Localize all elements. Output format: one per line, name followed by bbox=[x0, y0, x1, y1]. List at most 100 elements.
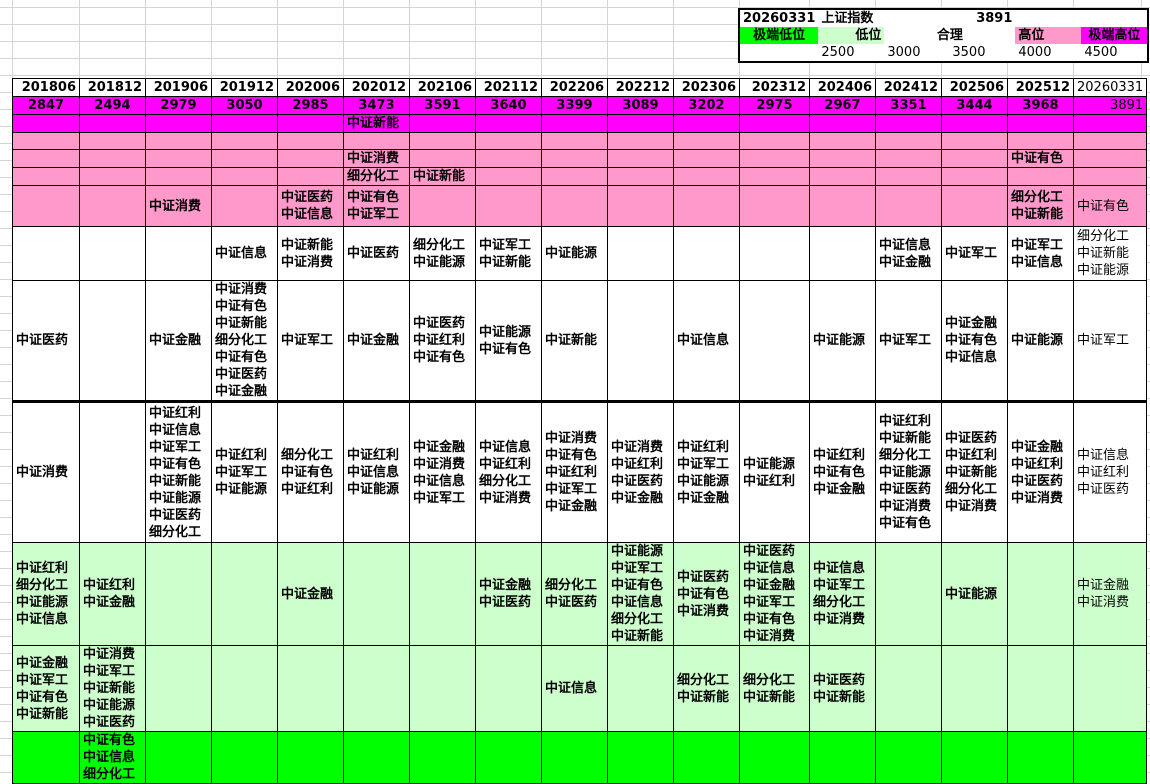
sector-cell[interactable] bbox=[541, 167, 608, 186]
sector-cell[interactable] bbox=[607, 645, 674, 732]
sector-cell[interactable]: 中证能源 bbox=[1007, 280, 1074, 402]
sector-cell[interactable] bbox=[79, 167, 146, 186]
period-header-cell[interactable]: 202506 bbox=[941, 78, 1008, 97]
sector-cell[interactable] bbox=[875, 149, 942, 168]
sector-cell[interactable]: 中证能源 中证军工 中证有色 中证信息 细分化工 中证新能 bbox=[607, 542, 674, 646]
sector-cell[interactable]: 中证金融 bbox=[343, 280, 410, 402]
sector-cell[interactable]: 中证红利 中证军工 中证能源 中证金融 bbox=[673, 400, 740, 543]
sector-cell[interactable] bbox=[211, 114, 278, 133]
sector-cell[interactable]: 中证金融 bbox=[145, 280, 212, 402]
sector-cell[interactable] bbox=[145, 226, 212, 281]
threshold-cell[interactable]: 4000 bbox=[1018, 45, 1052, 60]
sector-cell[interactable] bbox=[941, 132, 1008, 150]
sector-cell[interactable]: 细分化工 中证新能 bbox=[1007, 185, 1074, 227]
sector-cell[interactable] bbox=[12, 167, 80, 186]
sector-cell[interactable] bbox=[409, 149, 476, 168]
sector-cell[interactable]: 中证金融 中证红利 中证医药 中证消费 bbox=[1007, 400, 1074, 543]
sector-cell[interactable] bbox=[1072, 645, 1148, 732]
sector-cell[interactable] bbox=[541, 132, 608, 150]
sector-cell[interactable]: 中证消费 bbox=[12, 400, 80, 543]
sector-cell[interactable]: 中证消费 bbox=[343, 149, 410, 168]
sector-cell[interactable] bbox=[941, 167, 1008, 186]
sector-cell[interactable] bbox=[875, 731, 942, 784]
sector-cell[interactable] bbox=[739, 185, 810, 227]
sector-cell[interactable]: 中证能源 中证有色 bbox=[475, 280, 542, 402]
sector-cell[interactable] bbox=[541, 114, 608, 133]
sector-cell[interactable]: 中证有色 bbox=[1007, 149, 1074, 168]
period-header-cell[interactable]: 202206 bbox=[541, 78, 608, 97]
sector-cell[interactable]: 中证金融 中证有色 中证信息 bbox=[941, 280, 1008, 402]
period-header-cell[interactable]: 202006 bbox=[277, 78, 344, 97]
sector-cell[interactable] bbox=[739, 226, 810, 281]
sector-cell[interactable] bbox=[875, 645, 942, 732]
sector-cell[interactable]: 细分化工 中证能源 bbox=[409, 226, 476, 281]
sector-cell[interactable] bbox=[145, 149, 212, 168]
sector-cell[interactable] bbox=[475, 149, 542, 168]
sector-cell[interactable] bbox=[607, 731, 674, 784]
sector-cell[interactable] bbox=[673, 226, 740, 281]
sector-cell[interactable] bbox=[875, 542, 942, 646]
sector-cell[interactable]: 中证信息 bbox=[211, 226, 278, 281]
index-value-cell[interactable]: 3399 bbox=[541, 96, 608, 115]
sector-cell[interactable] bbox=[79, 280, 146, 402]
index-value-cell[interactable]: 3968 bbox=[1007, 96, 1074, 115]
sector-cell[interactable]: 细分化工 中证新能 bbox=[673, 645, 740, 732]
sector-cell[interactable]: 中证金融 中证医药 bbox=[475, 542, 542, 646]
sector-cell[interactable] bbox=[475, 167, 542, 186]
sector-cell[interactable]: 中证新能 中证消费 bbox=[277, 226, 344, 281]
sector-cell[interactable]: 中证信息 bbox=[673, 280, 740, 402]
sector-cell[interactable]: 细分化工 中证新能 中证能源 bbox=[1072, 226, 1148, 281]
period-header-cell[interactable]: 202106 bbox=[409, 78, 476, 97]
index-value-cell[interactable]: 3351 bbox=[875, 96, 942, 115]
sector-cell[interactable]: 细分化工 中证新能 bbox=[739, 645, 810, 732]
sector-cell[interactable] bbox=[673, 185, 740, 227]
sector-cell[interactable] bbox=[211, 132, 278, 150]
sector-cell[interactable] bbox=[1007, 542, 1074, 646]
sector-cell[interactable]: 中证金融 中证消费 bbox=[1072, 542, 1148, 646]
sector-cell[interactable] bbox=[475, 132, 542, 150]
legend-reasonable[interactable]: 合理 bbox=[936, 28, 963, 43]
sector-cell[interactable] bbox=[607, 132, 674, 150]
sector-cell[interactable] bbox=[941, 185, 1008, 227]
threshold-cell[interactable]: 4500 bbox=[1084, 45, 1118, 60]
sector-cell[interactable] bbox=[277, 132, 344, 150]
legend-high[interactable]: 高位 bbox=[1015, 27, 1082, 44]
sector-cell[interactable] bbox=[145, 114, 212, 133]
summary-date[interactable]: 20260331 bbox=[743, 11, 816, 26]
threshold-cell[interactable]: 3000 bbox=[887, 45, 921, 60]
sector-cell[interactable]: 中证信息 中证金融 bbox=[875, 226, 942, 281]
sector-cell[interactable] bbox=[211, 645, 278, 732]
sector-cell[interactable] bbox=[673, 114, 740, 133]
sector-cell[interactable]: 中证军工 bbox=[941, 226, 1008, 281]
sector-cell[interactable]: 中证信息 中证军工 细分化工 中证消费 bbox=[809, 542, 876, 646]
index-value-cell[interactable]: 3891 bbox=[1072, 96, 1148, 115]
sector-cell[interactable] bbox=[79, 400, 146, 543]
sector-cell[interactable]: 中证红利 中证新能 细分化工 中证能源 中证医药 中证消费 中证有色 bbox=[875, 400, 942, 543]
sector-cell[interactable] bbox=[211, 167, 278, 186]
sector-cell[interactable] bbox=[12, 226, 80, 281]
sector-cell[interactable]: 中证消费 中证有色 中证新能 细分化工 中证有色 中证医药 中证金融 bbox=[211, 280, 278, 402]
sector-cell[interactable] bbox=[12, 731, 80, 784]
sector-cell[interactable] bbox=[211, 731, 278, 784]
sector-cell[interactable] bbox=[145, 645, 212, 732]
sector-cell[interactable]: 中证医药 中证信息 中证金融 中证军工 中证有色 中证消费 bbox=[739, 542, 810, 646]
sector-cell[interactable] bbox=[475, 731, 542, 784]
sector-cell[interactable] bbox=[541, 731, 608, 784]
threshold-cell[interactable]: 3500 bbox=[952, 45, 986, 60]
sector-cell[interactable] bbox=[343, 731, 410, 784]
sector-cell[interactable]: 中证医药 中证有色 中证消费 bbox=[673, 542, 740, 646]
legend-extreme-high[interactable]: 极端高位 bbox=[1081, 27, 1149, 44]
sector-cell[interactable] bbox=[673, 167, 740, 186]
sector-cell[interactable]: 中证军工 中证信息 bbox=[1007, 226, 1074, 281]
sector-cell[interactable] bbox=[809, 167, 876, 186]
sector-cell[interactable] bbox=[809, 731, 876, 784]
sector-cell[interactable] bbox=[277, 645, 344, 732]
sector-cell[interactable] bbox=[12, 149, 80, 168]
period-header-cell[interactable]: 201912 bbox=[211, 78, 278, 97]
index-value-cell[interactable]: 3089 bbox=[607, 96, 674, 115]
sector-cell[interactable]: 中证军工 中证新能 bbox=[475, 226, 542, 281]
period-header-cell[interactable]: 20260331 bbox=[1072, 78, 1148, 97]
sector-cell[interactable] bbox=[409, 731, 476, 784]
sector-cell[interactable] bbox=[809, 114, 876, 133]
sector-cell[interactable] bbox=[211, 149, 278, 168]
